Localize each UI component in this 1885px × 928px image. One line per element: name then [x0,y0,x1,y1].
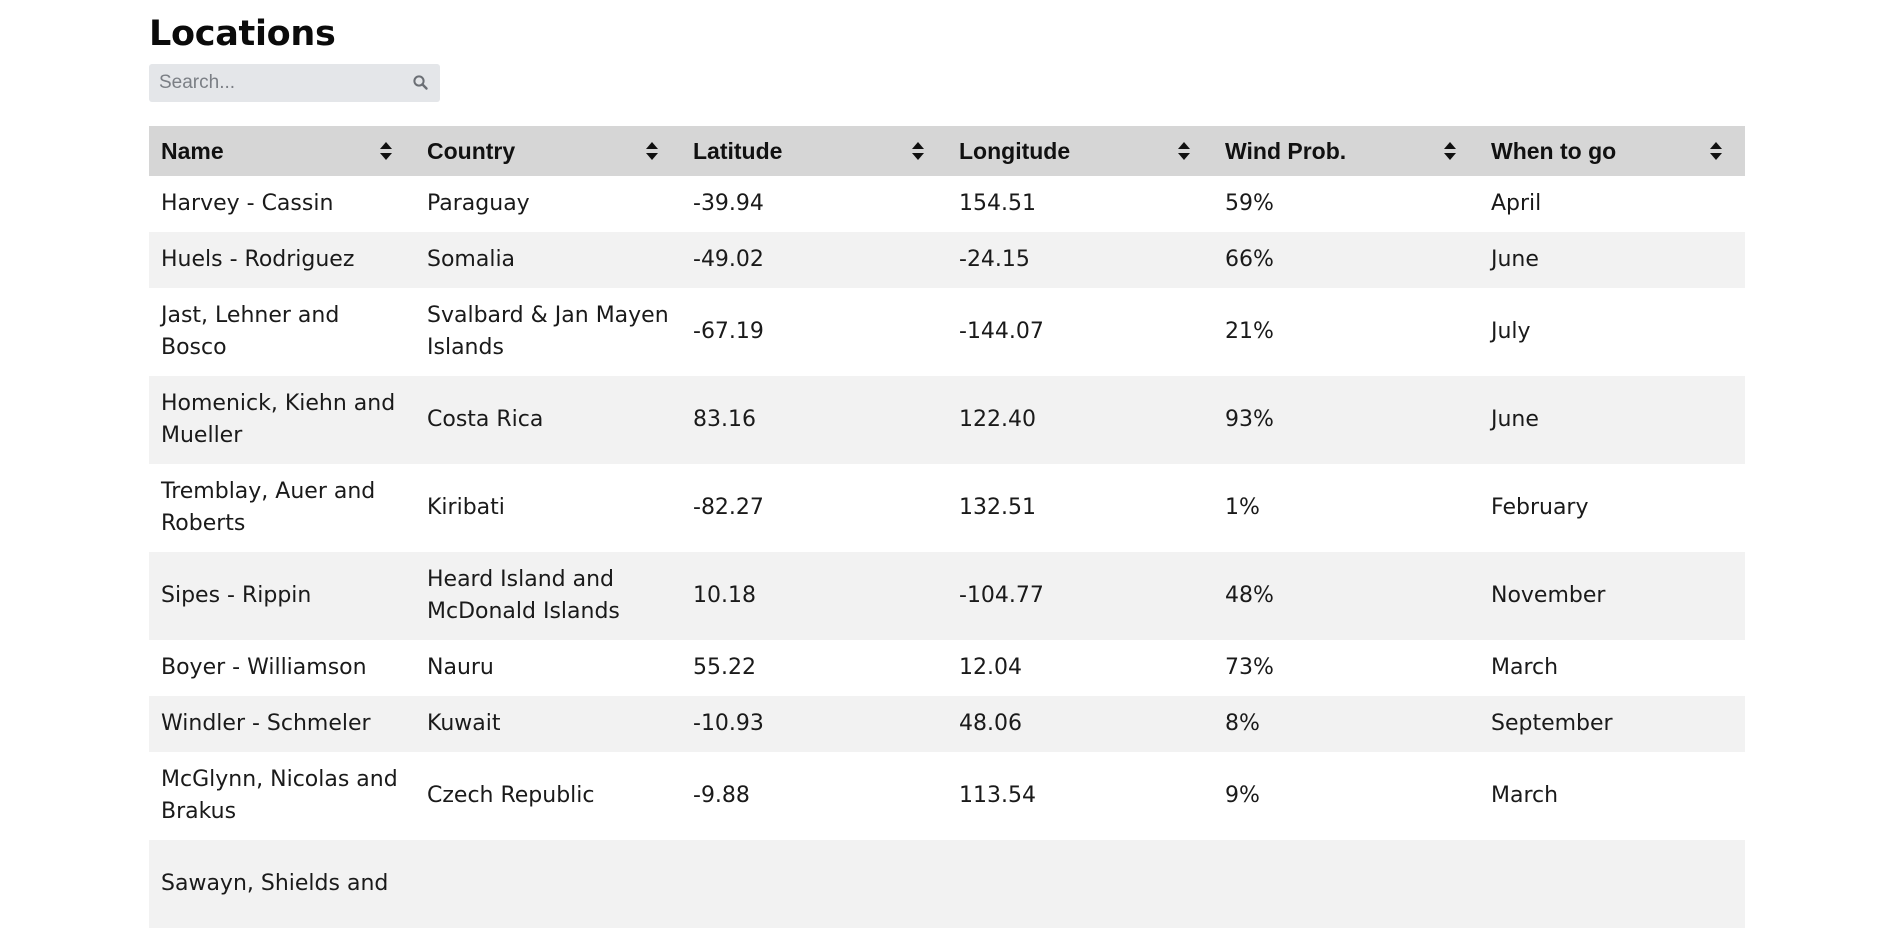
cell-name: Huels - Rodriguez [161,247,355,272]
cell-when-to-go: September [1491,711,1613,736]
sort-icon[interactable] [379,141,393,161]
table-row[interactable]: Tremblay, Auer and Roberts Kiribati -82.… [149,464,1745,552]
cell-longitude: 48.06 [959,711,1022,736]
cell-latitude [681,840,947,928]
cell-name: Harvey - Cassin [161,191,334,216]
table-row[interactable]: Harvey - Cassin Paraguay -39.94 154.51 5… [149,176,1745,232]
cell-when-to-go [1479,840,1745,928]
column-header-country[interactable]: Country [415,126,681,176]
table-row[interactable]: Homenick, Kiehn and Mueller Costa Rica 8… [149,376,1745,464]
cell-country: Kiribati [427,495,505,520]
column-header-label: Latitude [693,137,783,164]
column-header-longitude[interactable]: Longitude [947,126,1213,176]
cell-longitude: 132.51 [959,495,1036,520]
search-input[interactable] [149,64,399,102]
cell-country: Heard Island and McDonald Islands [427,567,620,624]
column-header-wind-prob[interactable]: Wind Prob. [1213,126,1479,176]
cell-latitude: -9.88 [693,783,750,808]
cell-when-to-go: April [1491,191,1542,216]
cell-latitude: -39.94 [693,191,764,216]
cell-country [415,840,681,928]
cell-name: Boyer - Williamson [161,655,367,680]
sort-icon[interactable] [645,141,659,161]
cell-when-to-go: March [1491,655,1559,680]
cell-name: McGlynn, Nicolas and Brakus [161,767,398,824]
cell-latitude: 10.18 [693,583,756,608]
page-content: Locations Name Country Lati [149,0,1745,928]
cell-name: Homenick, Kiehn and Mueller [161,391,396,448]
cell-when-to-go: July [1491,319,1531,344]
cell-latitude: -10.93 [693,711,764,736]
cell-name: Sipes - Rippin [161,583,312,608]
cell-wind-prob: 73% [1225,655,1274,680]
cell-name: Tremblay, Auer and Roberts [161,479,376,536]
table-row[interactable]: Jast, Lehner and Bosco Svalbard & Jan Ma… [149,288,1745,376]
cell-wind-prob: 93% [1225,407,1274,432]
cell-latitude: -49.02 [693,247,764,272]
table-row[interactable]: Sipes - Rippin Heard Island and McDonald… [149,552,1745,640]
cell-when-to-go: June [1491,247,1539,272]
cell-longitude: 154.51 [959,191,1036,216]
table-header-row: Name Country Latitude Longitude Wind Pro… [149,126,1745,176]
cell-country: Nauru [427,655,494,680]
cell-latitude: -82.27 [693,495,764,520]
cell-longitude: 122.40 [959,407,1036,432]
cell-when-to-go: June [1491,407,1539,432]
cell-latitude: 83.16 [693,407,756,432]
cell-when-to-go: February [1491,495,1589,520]
search-box[interactable] [149,64,440,102]
cell-country: Kuwait [427,711,501,736]
column-header-label: Name [161,137,224,164]
cell-when-to-go: March [1491,783,1559,808]
sort-icon[interactable] [911,141,925,161]
cell-longitude: -104.77 [959,583,1044,608]
table-row[interactable]: Boyer - Williamson Nauru 55.22 12.04 73%… [149,640,1745,696]
table-row[interactable]: Windler - Schmeler Kuwait -10.93 48.06 8… [149,696,1745,752]
cell-longitude: -144.07 [959,319,1044,344]
column-header-name[interactable]: Name [149,126,415,176]
cell-name: Sawayn, Shields and [161,871,389,896]
table-row[interactable]: Huels - Rodriguez Somalia -49.02 -24.15 … [149,232,1745,288]
cell-country: Somalia [427,247,516,272]
cell-wind-prob: 9% [1225,783,1260,808]
locations-table: Name Country Latitude Longitude Wind Pro… [149,126,1745,928]
cell-latitude: 55.22 [693,655,756,680]
cell-when-to-go: November [1491,583,1606,608]
cell-wind-prob: 59% [1225,191,1274,216]
cell-country: Svalbard & Jan Mayen Islands [427,303,669,360]
cell-wind-prob: 66% [1225,247,1274,272]
cell-country: Costa Rica [427,407,544,432]
cell-wind-prob: 21% [1225,319,1274,344]
table-row[interactable]: McGlynn, Nicolas and Brakus Czech Republ… [149,752,1745,840]
sort-icon[interactable] [1443,141,1457,161]
column-header-label: When to go [1491,137,1617,164]
column-header-label: Country [427,137,516,164]
sort-icon[interactable] [1709,141,1723,161]
cell-longitude: 113.54 [959,783,1036,808]
column-header-latitude[interactable]: Latitude [681,126,947,176]
cell-wind-prob: 48% [1225,583,1274,608]
cell-country: Czech Republic [427,783,595,808]
column-header-when-to-go[interactable]: When to go [1479,126,1745,176]
cell-wind-prob: 1% [1225,495,1260,520]
cell-wind-prob: 8% [1225,711,1260,736]
column-header-label: Wind Prob. [1225,137,1347,164]
sort-icon[interactable] [1177,141,1191,161]
cell-country: Paraguay [427,191,530,216]
page-title: Locations [149,14,336,54]
cell-name: Windler - Schmeler [161,711,371,736]
cell-wind-prob [1213,840,1479,928]
cell-longitude: 12.04 [959,655,1022,680]
cell-latitude: -67.19 [693,319,764,344]
table-row[interactable]: Sawayn, Shields and [149,840,1745,928]
cell-longitude: -24.15 [959,247,1030,272]
cell-longitude [947,840,1213,928]
column-header-label: Longitude [959,137,1071,164]
search-icon[interactable] [412,74,430,92]
cell-name: Jast, Lehner and Bosco [161,303,340,360]
